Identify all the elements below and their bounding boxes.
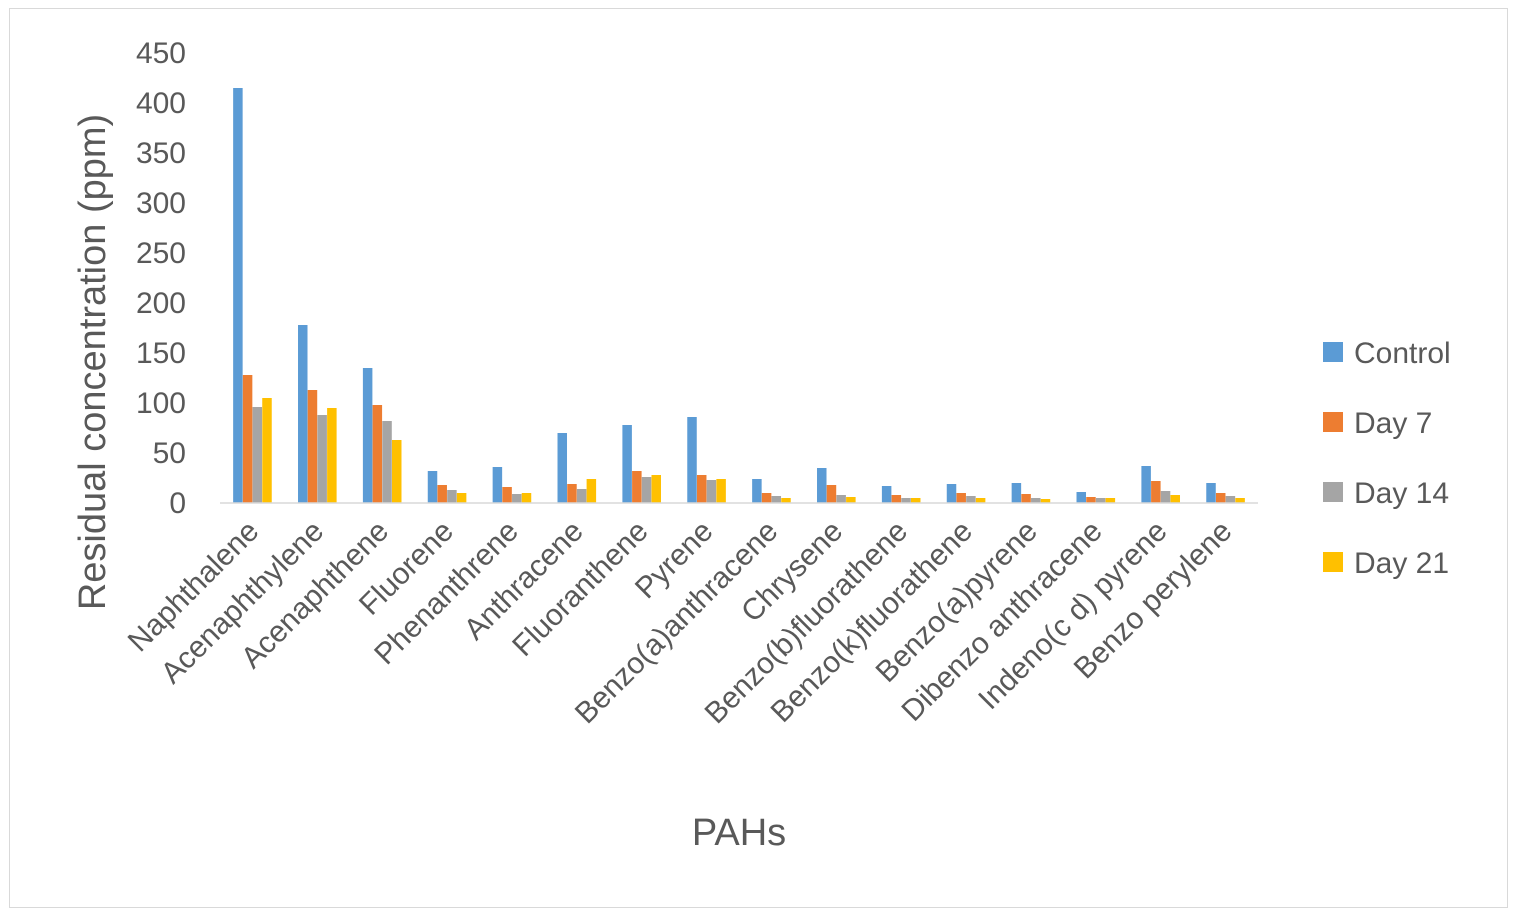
bar-day-14 [576, 489, 587, 503]
y-tick-label: 450 [136, 37, 186, 70]
bar-control [362, 368, 373, 503]
bar-day-21 [975, 498, 986, 503]
bar-day-14 [317, 415, 327, 503]
bar-day-14 [706, 480, 717, 503]
y-tick-label: 100 [136, 387, 186, 420]
bar-day-21 [327, 408, 337, 503]
bar-day-21 [1105, 498, 1116, 503]
bar-day-14 [252, 407, 263, 503]
y-axis-ticks: 0 50 100 150 200 250 300 350 400 450 [136, 37, 186, 520]
bar-day-14 [382, 421, 392, 503]
legend-swatch-day-21 [1323, 552, 1343, 572]
bars [233, 88, 1245, 503]
legend-label: Day 21 [1354, 547, 1449, 580]
y-tick-label: 350 [136, 137, 186, 170]
legend-label: Control [1354, 337, 1451, 370]
x-axis-title: PAHs [692, 812, 786, 854]
bar-day-21 [391, 440, 402, 503]
bar-control [946, 484, 957, 503]
bar-day-7 [372, 405, 383, 503]
bar-control [298, 325, 308, 503]
bar-control [492, 467, 503, 503]
bar-day-14 [966, 496, 976, 503]
y-tick-label: 400 [136, 87, 186, 120]
bar-control [1076, 492, 1087, 503]
bar-day-21 [910, 498, 921, 503]
bar-day-21 [716, 479, 726, 503]
bar-day-7 [307, 390, 318, 503]
bar-day-14 [447, 490, 457, 503]
bar-day-14 [1031, 498, 1041, 503]
bar-control [1206, 483, 1216, 503]
legend-label: Day 7 [1354, 407, 1432, 440]
bar-day-21 [651, 475, 661, 503]
bar-day-7 [1021, 494, 1031, 503]
bar-control [752, 479, 762, 503]
bar-day-7 [956, 493, 966, 503]
bar-day-7 [437, 485, 447, 503]
bar-day-21 [456, 493, 467, 503]
x-axis-ticks: NaphthaleneAcenaphthyleneAcenaphtheneFlu… [122, 515, 1239, 731]
y-tick-label: 0 [169, 487, 186, 520]
bar-control [622, 425, 632, 503]
bar-day-21 [1040, 499, 1051, 503]
bar-day-7 [502, 487, 512, 503]
bar-day-14 [836, 495, 846, 503]
y-tick-label: 300 [136, 187, 186, 220]
y-tick-label: 150 [136, 337, 186, 370]
bar-day-21 [586, 479, 597, 503]
bar-day-7 [891, 495, 902, 503]
y-axis-title: Residual concentration (ppm) [72, 114, 114, 610]
bar-day-7 [632, 471, 642, 503]
bar-day-7 [826, 485, 837, 503]
bar-day-14 [512, 494, 522, 503]
bar-control [881, 486, 892, 503]
legend-swatch-control [1323, 342, 1343, 362]
bar-control [687, 417, 697, 503]
bar-day-14 [1225, 496, 1236, 503]
bar-day-21 [846, 497, 856, 503]
bar-control [427, 471, 438, 503]
bar-day-14 [1160, 491, 1171, 503]
y-tick-label: 50 [153, 437, 186, 470]
legend: Control Day 7 Day 14 Day 21 [1323, 337, 1451, 580]
bar-control [1141, 466, 1151, 503]
bar-day-14 [901, 498, 911, 503]
bar-control [817, 468, 827, 503]
legend-swatch-day-14 [1323, 482, 1343, 502]
y-tick-label: 200 [136, 287, 186, 320]
legend-swatch-day-7 [1323, 412, 1343, 432]
bar-day-21 [1170, 495, 1180, 503]
bar-control [233, 88, 243, 503]
legend-label: Day 14 [1354, 477, 1449, 510]
bar-day-7 [1086, 497, 1096, 503]
bar-day-7 [1215, 493, 1226, 503]
bar-day-14 [771, 496, 782, 503]
bar-day-21 [521, 493, 532, 503]
bar-day-21 [781, 498, 791, 503]
bar-day-14 [641, 477, 652, 503]
bar-control [1011, 483, 1022, 503]
bar-day-7 [567, 484, 577, 503]
bar-day-7 [761, 493, 772, 503]
bar-day-7 [1151, 481, 1161, 503]
bar-day-14 [1095, 498, 1106, 503]
bar-control [557, 433, 568, 503]
bar-day-21 [262, 398, 272, 503]
bar-day-7 [696, 475, 707, 503]
bar-day-7 [242, 375, 253, 503]
y-tick-label: 250 [136, 237, 186, 270]
bar-day-21 [1235, 498, 1245, 503]
